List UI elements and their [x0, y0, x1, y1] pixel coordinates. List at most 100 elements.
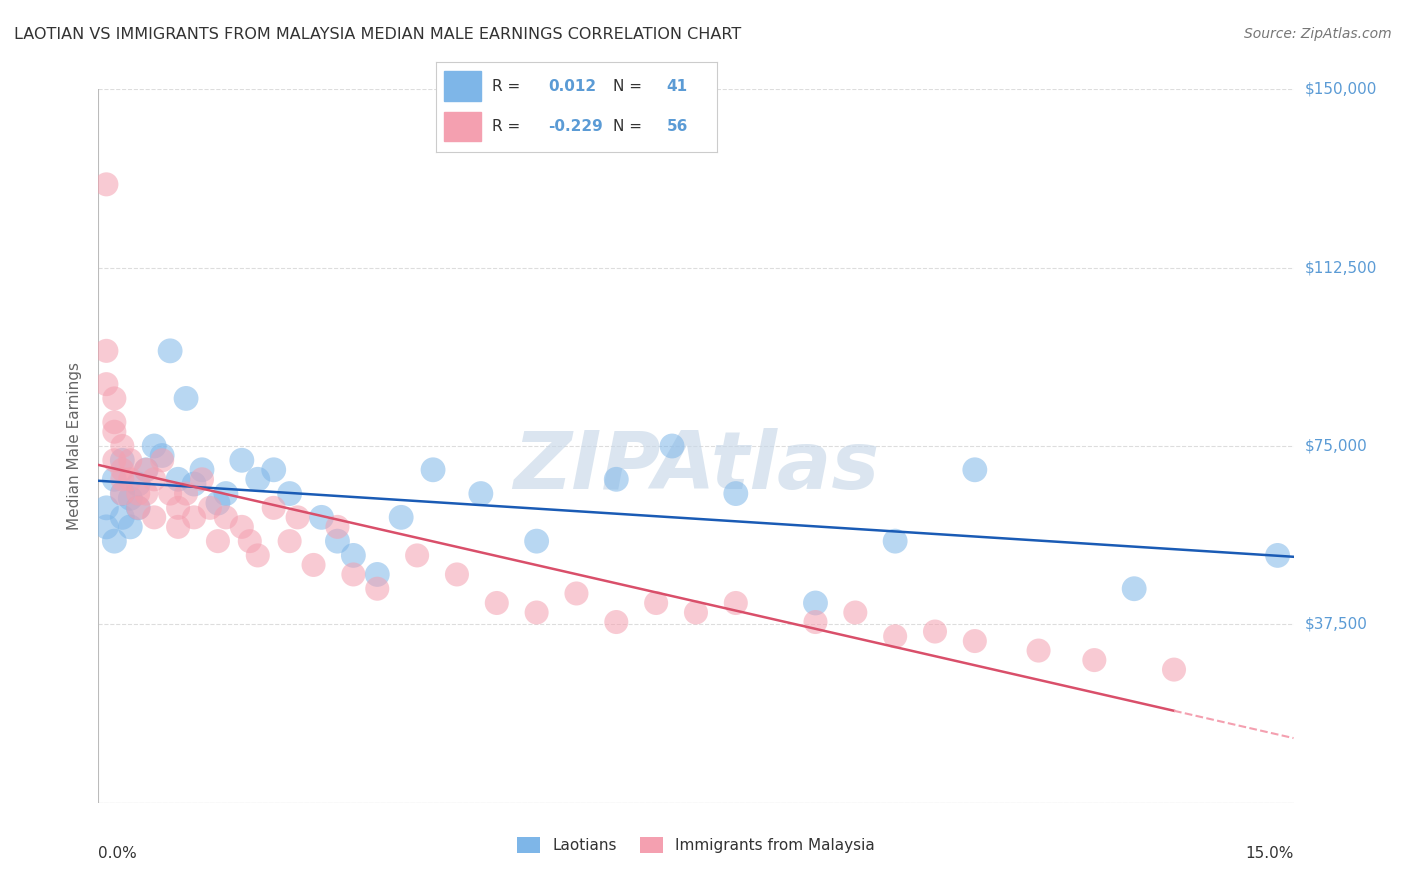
- Point: [143, 510, 166, 524]
- Point: [159, 486, 181, 500]
- Point: [661, 439, 683, 453]
- Text: 0.012: 0.012: [548, 79, 596, 94]
- Point: [1163, 663, 1185, 677]
- Point: [127, 486, 149, 500]
- Point: [120, 472, 142, 486]
- Point: [96, 178, 118, 192]
- Point: [645, 596, 668, 610]
- Text: R =: R =: [492, 79, 520, 94]
- Text: Source: ZipAtlas.com: Source: ZipAtlas.com: [1244, 27, 1392, 41]
- Point: [150, 449, 173, 463]
- Point: [127, 477, 149, 491]
- Point: [366, 582, 388, 596]
- Point: [287, 510, 309, 524]
- Point: [135, 463, 157, 477]
- Point: [963, 463, 986, 477]
- Point: [804, 596, 827, 610]
- Point: [198, 500, 221, 515]
- Point: [446, 567, 468, 582]
- Text: 41: 41: [666, 79, 688, 94]
- Point: [389, 510, 412, 524]
- Point: [103, 415, 125, 429]
- Text: 0.0%: 0.0%: [98, 846, 138, 861]
- Point: [120, 491, 142, 506]
- Point: [844, 606, 866, 620]
- Point: [246, 549, 269, 563]
- Point: [470, 486, 492, 500]
- Point: [246, 472, 269, 486]
- Point: [1028, 643, 1050, 657]
- Point: [526, 606, 548, 620]
- Point: [326, 534, 349, 549]
- Text: $112,500: $112,500: [1305, 260, 1376, 275]
- Point: [215, 486, 238, 500]
- Point: [127, 500, 149, 515]
- Point: [135, 486, 157, 500]
- Point: [135, 463, 157, 477]
- Point: [111, 472, 134, 486]
- Text: LAOTIAN VS IMMIGRANTS FROM MALAYSIA MEDIAN MALE EARNINGS CORRELATION CHART: LAOTIAN VS IMMIGRANTS FROM MALAYSIA MEDI…: [14, 27, 741, 42]
- Point: [174, 392, 197, 406]
- Point: [207, 534, 229, 549]
- Point: [111, 486, 134, 500]
- Point: [103, 472, 125, 486]
- Point: [406, 549, 429, 563]
- Point: [111, 439, 134, 453]
- Legend: Laotians, Immigrants from Malaysia: Laotians, Immigrants from Malaysia: [512, 831, 880, 859]
- Text: N =: N =: [613, 120, 643, 134]
- Text: ZIPAtlas: ZIPAtlas: [513, 428, 879, 507]
- Point: [884, 629, 907, 643]
- Text: $150,000: $150,000: [1305, 82, 1376, 96]
- Point: [884, 534, 907, 549]
- Point: [183, 477, 205, 491]
- Point: [239, 534, 262, 549]
- Point: [143, 472, 166, 486]
- Y-axis label: Median Male Earnings: Median Male Earnings: [67, 362, 83, 530]
- Point: [143, 439, 166, 453]
- Point: [963, 634, 986, 648]
- Point: [215, 510, 238, 524]
- Text: $75,000: $75,000: [1305, 439, 1368, 453]
- Point: [1083, 653, 1105, 667]
- Point: [263, 463, 285, 477]
- Point: [302, 558, 325, 572]
- Point: [924, 624, 946, 639]
- Point: [724, 486, 747, 500]
- Text: N =: N =: [613, 79, 643, 94]
- Point: [103, 534, 125, 549]
- Point: [263, 500, 285, 515]
- Point: [111, 453, 134, 467]
- Point: [111, 486, 134, 500]
- Point: [167, 520, 190, 534]
- Point: [342, 549, 364, 563]
- Point: [804, 615, 827, 629]
- Point: [96, 377, 118, 392]
- Point: [526, 534, 548, 549]
- Point: [111, 463, 134, 477]
- Point: [231, 520, 253, 534]
- Point: [278, 486, 301, 500]
- Point: [207, 496, 229, 510]
- Point: [326, 520, 349, 534]
- Point: [278, 534, 301, 549]
- Point: [231, 453, 253, 467]
- Point: [565, 586, 588, 600]
- Point: [183, 510, 205, 524]
- Point: [1123, 582, 1146, 596]
- Point: [167, 472, 190, 486]
- Text: R =: R =: [492, 120, 520, 134]
- Bar: [444, 112, 481, 141]
- Point: [191, 463, 214, 477]
- Bar: [444, 71, 481, 101]
- Point: [96, 343, 118, 358]
- Point: [485, 596, 508, 610]
- Point: [120, 453, 142, 467]
- Point: [111, 510, 134, 524]
- Point: [605, 472, 627, 486]
- Text: $37,500: $37,500: [1305, 617, 1368, 632]
- Point: [174, 486, 197, 500]
- Point: [103, 392, 125, 406]
- Point: [103, 425, 125, 439]
- Point: [96, 500, 118, 515]
- Point: [685, 606, 707, 620]
